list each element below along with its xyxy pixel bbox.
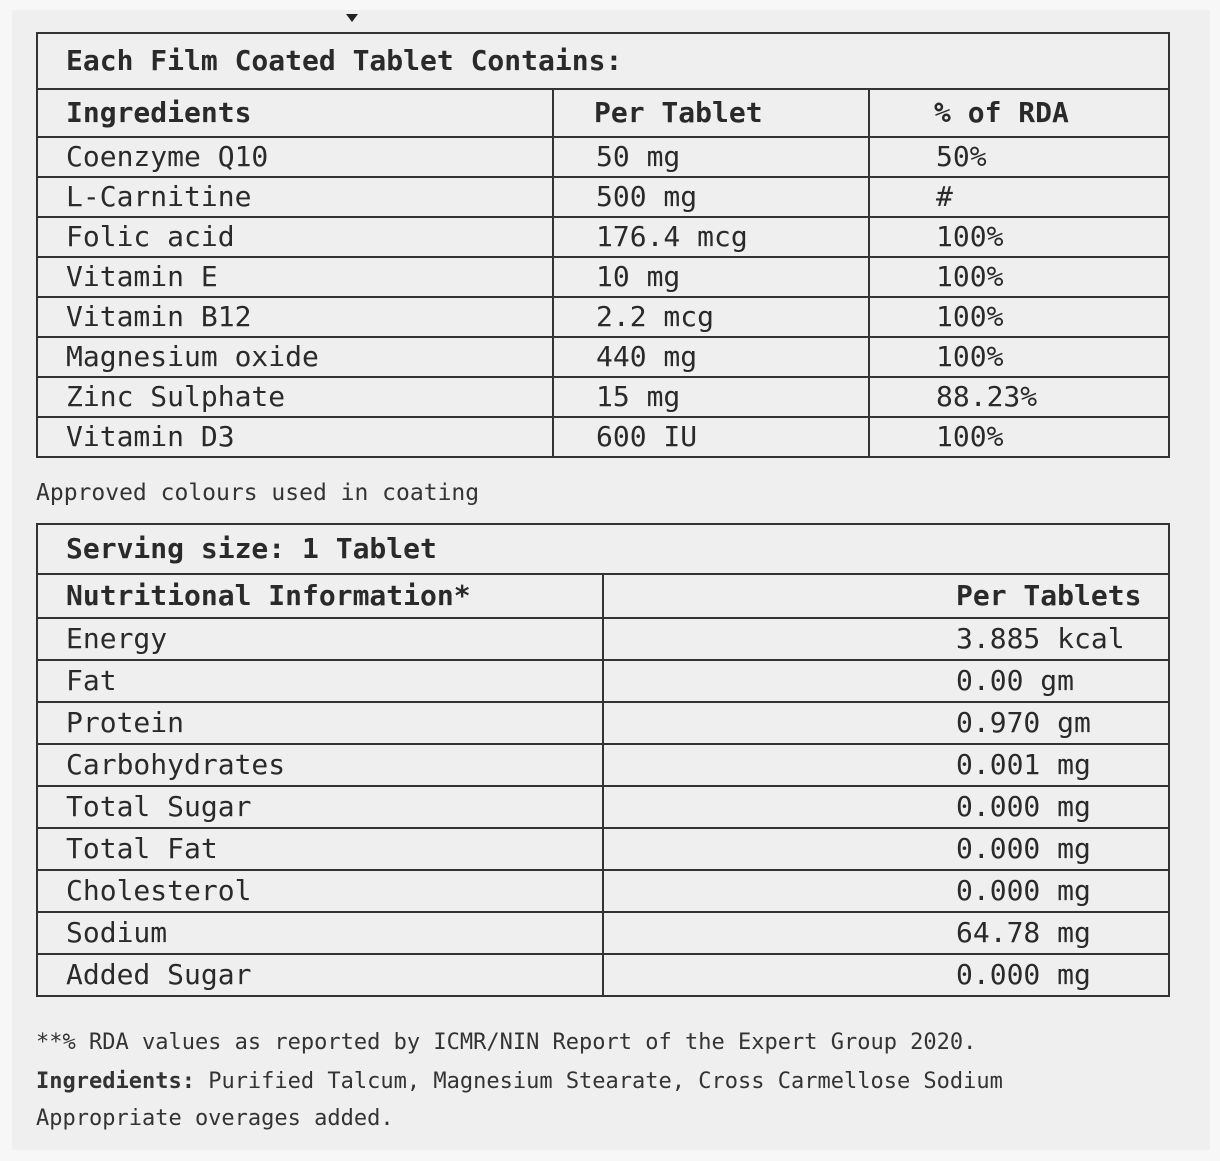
- ingredient-name: Zinc Sulphate: [36, 376, 554, 418]
- header-per-tablet: Per Tablet: [552, 88, 870, 138]
- coating-note: Approved colours used in coating: [36, 480, 480, 506]
- table-row: Total Sugar 0.000 mg: [36, 785, 1170, 829]
- nutrient-name: Added Sugar: [36, 953, 604, 997]
- composition-header-row: Ingredients Per Tablet % of RDA: [36, 88, 1171, 138]
- nutrient-value: 0.000 mg: [602, 953, 1170, 997]
- ingredient-name: L-Carnitine: [36, 176, 554, 218]
- table-row: Total Fat 0.000 mg: [36, 827, 1170, 871]
- table-row: L-Carnitine 500 mg #: [36, 176, 1171, 218]
- nutrient-value: 0.970 gm: [602, 701, 1170, 745]
- ingredient-name: Vitamin B12: [36, 296, 554, 338]
- header-nutritional-information: Nutritional Information*: [36, 573, 604, 619]
- ingredients-text: Purified Talcum, Magnesium Stearate, Cro…: [194, 1069, 1003, 1094]
- table-row: Sodium 64.78 mg: [36, 911, 1170, 955]
- ingredient-amount: 10 mg: [552, 256, 870, 298]
- nutrient-name: Fat: [36, 659, 604, 703]
- ingredient-amount: 15 mg: [552, 376, 870, 418]
- nutrient-name: Total Sugar: [36, 785, 604, 829]
- ingredient-rda: 100%: [867, 216, 1171, 258]
- nutrition-title-row: Serving size: 1 Tablet: [36, 523, 1170, 575]
- ingredient-amount: 176.4 mcg: [552, 216, 870, 258]
- nutrient-value: 64.78 mg: [602, 911, 1170, 955]
- ingredients-label: Ingredients:: [36, 1069, 195, 1094]
- table-row: Energy 3.885 kcal: [36, 617, 1170, 661]
- composition-title-row: Each Film Coated Tablet Contains:: [35, 32, 1171, 90]
- ingredient-amount: 50 mg: [552, 136, 870, 178]
- table-row: Cholesterol 0.000 mg: [36, 869, 1170, 913]
- nutrient-value: 0.000 mg: [602, 869, 1170, 913]
- ingredient-amount: 2.2 mcg: [552, 296, 870, 338]
- table-row: Carbohydrates 0.001 mg: [36, 743, 1170, 787]
- table-row: Vitamin E 10 mg 100%: [36, 256, 1171, 298]
- ingredient-amount: 600 IU: [552, 416, 870, 458]
- nutrient-name: Protein: [36, 701, 604, 745]
- ingredient-rda: 100%: [867, 296, 1171, 338]
- ingredient-name: Folic acid: [36, 216, 554, 258]
- ingredient-name: Magnesium oxide: [36, 336, 554, 378]
- nutrient-value: 0.00 gm: [602, 659, 1170, 703]
- header-rda: % of RDA: [867, 88, 1171, 138]
- rda-footnote: **% RDA values as reported by ICMR/NIN R…: [36, 1030, 977, 1055]
- nutrient-name: Carbohydrates: [36, 743, 604, 787]
- arrow-down-icon: [346, 14, 358, 22]
- nutrient-value: 0.000 mg: [602, 785, 1170, 829]
- overages-note: Appropriate overages added.: [36, 1106, 394, 1131]
- ingredient-rda: 100%: [867, 336, 1171, 378]
- nutrient-name: Energy: [36, 617, 604, 661]
- table-row: Fat 0.00 gm: [36, 659, 1170, 703]
- ingredient-rda: 88.23%: [867, 376, 1171, 418]
- composition-table: Each Film Coated Tablet Contains: Ingred…: [35, 32, 1171, 458]
- table-row: Protein 0.970 gm: [36, 701, 1170, 745]
- ingredient-name: Coenzyme Q10: [36, 136, 554, 178]
- nutrition-header-row: Nutritional Information* Per Tablets: [36, 573, 1170, 619]
- table-row: Magnesium oxide 440 mg 100%: [36, 336, 1171, 378]
- ingredient-name: Vitamin E: [36, 256, 554, 298]
- table-row: Folic acid 176.4 mcg 100%: [36, 216, 1171, 258]
- table-row: Zinc Sulphate 15 mg 88.23%: [36, 376, 1171, 418]
- ingredient-rda: 100%: [867, 416, 1171, 458]
- nutrient-name: Sodium: [36, 911, 604, 955]
- header-per-tablets: Per Tablets: [602, 573, 1170, 619]
- ingredient-name: Vitamin D3: [36, 416, 554, 458]
- nutrient-name: Cholesterol: [36, 869, 604, 913]
- serving-size: Serving size: 1 Tablet: [36, 523, 1170, 575]
- table-row: Vitamin B12 2.2 mcg 100%: [36, 296, 1171, 338]
- nutrient-value: 0.001 mg: [602, 743, 1170, 787]
- ingredient-rda: 50%: [867, 136, 1171, 178]
- header-ingredients: Ingredients: [36, 88, 554, 138]
- nutrient-value: 3.885 kcal: [602, 617, 1170, 661]
- ingredient-rda: 100%: [867, 256, 1171, 298]
- ingredient-amount: 440 mg: [552, 336, 870, 378]
- ingredient-rda: #: [867, 176, 1171, 218]
- ingredient-amount: 500 mg: [552, 176, 870, 218]
- table-row: Vitamin D3 600 IU 100%: [36, 416, 1171, 458]
- nutrient-name: Total Fat: [36, 827, 604, 871]
- table-row: Added Sugar 0.000 mg: [36, 953, 1170, 997]
- excipients-line: Ingredients: Purified Talcum, Magnesium …: [36, 1069, 1003, 1094]
- nutrient-value: 0.000 mg: [602, 827, 1170, 871]
- composition-title: Each Film Coated Tablet Contains:: [35, 32, 1171, 90]
- table-row: Coenzyme Q10 50 mg 50%: [36, 136, 1171, 178]
- nutrition-table: Serving size: 1 Tablet Nutritional Infor…: [36, 523, 1170, 997]
